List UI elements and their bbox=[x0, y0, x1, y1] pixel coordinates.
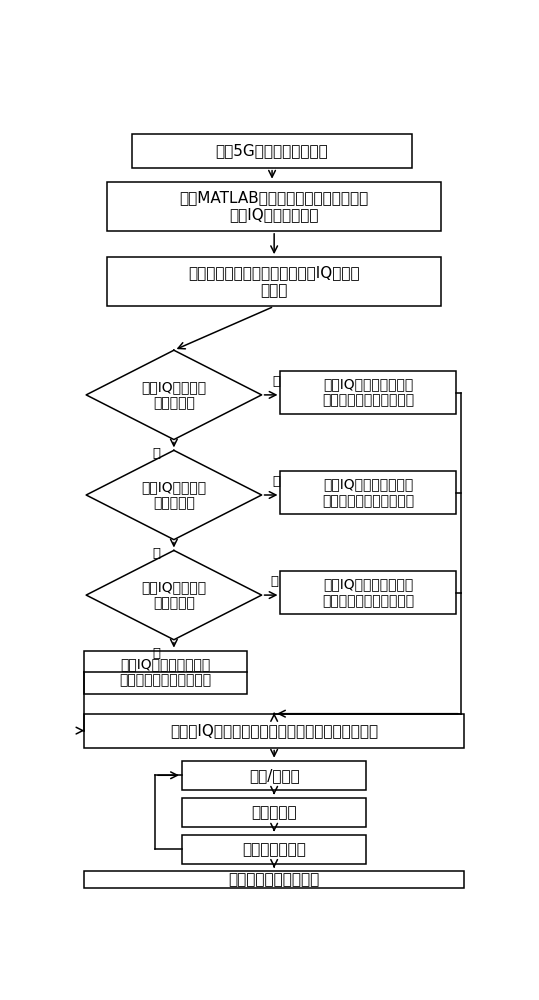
Text: 基于分簇判别法依次判别输入的IQ两路正
交信号: 基于分簇判别法依次判别输入的IQ两路正 交信号 bbox=[188, 265, 360, 298]
Bar bbox=[182, 798, 366, 827]
Bar bbox=[280, 471, 456, 514]
Text: 否: 否 bbox=[153, 547, 160, 560]
Bar bbox=[182, 761, 366, 790]
Bar bbox=[84, 651, 247, 694]
Bar bbox=[84, 871, 464, 888]
Bar bbox=[107, 257, 441, 306]
Polygon shape bbox=[86, 450, 261, 540]
Text: 将输入IQ数据判别为象限内欧式距离最小的星座点: 将输入IQ数据判别为象限内欧式距离最小的星座点 bbox=[170, 723, 378, 738]
Polygon shape bbox=[86, 550, 261, 640]
Text: 鉴相/鉴频器: 鉴相/鉴频器 bbox=[249, 768, 300, 783]
Bar bbox=[132, 134, 412, 168]
Text: 抽样判决并统计误码率: 抽样判决并统计误码率 bbox=[229, 872, 320, 887]
Text: 是: 是 bbox=[272, 475, 280, 488]
Polygon shape bbox=[86, 350, 261, 440]
Bar bbox=[280, 371, 456, 414]
Text: 计算IQ数据与第四象限
中理论星座点的欧氏距离: 计算IQ数据与第四象限 中理论星座点的欧氏距离 bbox=[120, 657, 212, 687]
Text: 设定5G通信信号基本参数: 设定5G通信信号基本参数 bbox=[216, 143, 328, 158]
Text: 是: 是 bbox=[270, 575, 278, 588]
Text: 计算IQ数据与第一象限
中理论星座点的欧氏距离: 计算IQ数据与第一象限 中理论星座点的欧氏距离 bbox=[322, 377, 414, 408]
Text: 否: 否 bbox=[153, 447, 160, 460]
Bar bbox=[280, 571, 456, 614]
Bar bbox=[84, 714, 464, 748]
Text: 是: 是 bbox=[272, 375, 280, 388]
Text: 数字压控振荡器: 数字压控振荡器 bbox=[242, 842, 306, 857]
Bar bbox=[182, 835, 366, 864]
Bar bbox=[107, 182, 441, 231]
Text: 输入IQ数据位于
第二象限？: 输入IQ数据位于 第二象限？ bbox=[141, 480, 206, 510]
Text: 基于MATLAB产生初设参数下带频相偏的
基带IQ两路正交信号: 基于MATLAB产生初设参数下带频相偏的 基带IQ两路正交信号 bbox=[179, 190, 369, 222]
Text: 环路滤波器: 环路滤波器 bbox=[251, 805, 297, 820]
Text: 输入IQ数据位于
第三象限？: 输入IQ数据位于 第三象限？ bbox=[141, 580, 206, 610]
Text: 否: 否 bbox=[153, 647, 160, 660]
Text: 计算IQ数据与第二象限
中理论星座点的欧氏距离: 计算IQ数据与第二象限 中理论星座点的欧氏距离 bbox=[322, 478, 414, 508]
Text: 输入IQ数据位于
第一象限？: 输入IQ数据位于 第一象限？ bbox=[141, 380, 206, 410]
Text: 计算IQ数据与第三象限
中理论星座点的欧氏距离: 计算IQ数据与第三象限 中理论星座点的欧氏距离 bbox=[322, 578, 414, 608]
